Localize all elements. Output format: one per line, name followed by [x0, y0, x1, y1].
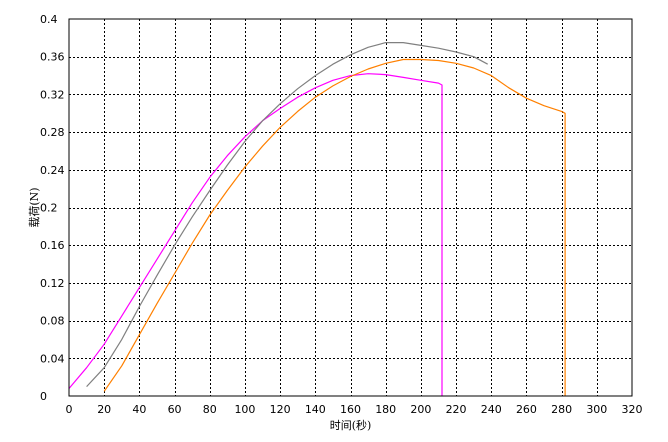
x-tick-label: 280 — [551, 403, 572, 416]
y-tick-label: 0.08 — [40, 315, 65, 328]
plot-frame — [68, 18, 633, 397]
x-tick-label: 40 — [132, 403, 146, 416]
x-tick-label: 260 — [516, 403, 537, 416]
x-tick-label: 60 — [168, 403, 182, 416]
x-tick-label: 300 — [586, 403, 607, 416]
y-tick-label: 0.12 — [40, 277, 65, 290]
x-tick-label: 80 — [203, 403, 217, 416]
x-tick-label: 0 — [66, 403, 73, 416]
y-tick-label: 0 — [40, 390, 47, 403]
grid — [69, 19, 632, 396]
x-tick-label: 100 — [234, 403, 255, 416]
y-tick-label: 0.4 — [40, 13, 58, 26]
series-line-2 — [86, 42, 488, 388]
x-tick-label: 320 — [622, 403, 643, 416]
x-tick-label: 140 — [305, 403, 326, 416]
x-tick-label: 240 — [481, 403, 502, 416]
x-axis-ticks: 0 20 40 60 80 100 120 140 160 180 200 220 240 260 280 3… — [66, 403, 643, 416]
series-line-3 — [103, 58, 566, 396]
y-tick-label: 0.28 — [40, 126, 65, 139]
x-tick-label: 160 — [340, 403, 361, 416]
x-tick-label: 120 — [270, 403, 291, 416]
y-tick-label: 0.24 — [40, 164, 65, 177]
y-tick-label: 0.2 — [40, 202, 58, 215]
y-axis-ticks: 0 0.04 0.08 0.12 0.16 0.2 0.24 0.28 0.32 0.36 0.4 — [40, 13, 65, 403]
series-line-1 — [68, 73, 443, 396]
y-tick-label: 0.16 — [40, 239, 65, 252]
x-tick-label: 180 — [375, 403, 396, 416]
x-axis-title: 时间(秒) — [330, 418, 372, 432]
y-tick-label: 0.32 — [40, 88, 65, 101]
series-group — [68, 42, 566, 396]
x-tick-label: 20 — [97, 403, 111, 416]
y-tick-label: 0.04 — [40, 352, 65, 365]
x-tick-label: 200 — [410, 403, 431, 416]
x-tick-label: 220 — [446, 403, 467, 416]
y-axis-title: 载荷(N) — [28, 187, 41, 227]
y-tick-label: 0.36 — [40, 51, 65, 64]
